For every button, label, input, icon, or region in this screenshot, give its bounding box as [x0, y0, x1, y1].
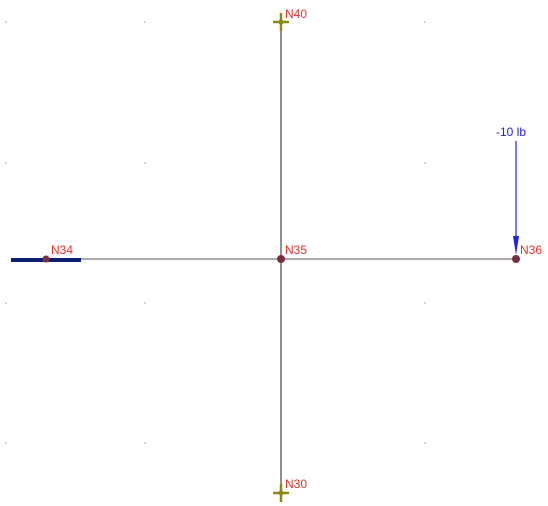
node-label-n30: N30: [285, 477, 307, 491]
load-arrow-icon[interactable]: [513, 141, 519, 255]
grid-dots: [5, 21, 426, 444]
node-n34[interactable]: [42, 255, 50, 263]
node-label-n40: N40: [285, 7, 307, 21]
node-label-n35: N35: [285, 243, 307, 257]
node-label-n34: N34: [51, 243, 73, 257]
support-n40-icon[interactable]: [273, 13, 289, 31]
node-label-n36: N36: [520, 243, 542, 257]
load-label: -10 lb: [496, 125, 526, 139]
node-n36[interactable]: [512, 255, 520, 263]
support-n30-icon[interactable]: [273, 484, 289, 502]
node-n35[interactable]: [277, 255, 285, 263]
